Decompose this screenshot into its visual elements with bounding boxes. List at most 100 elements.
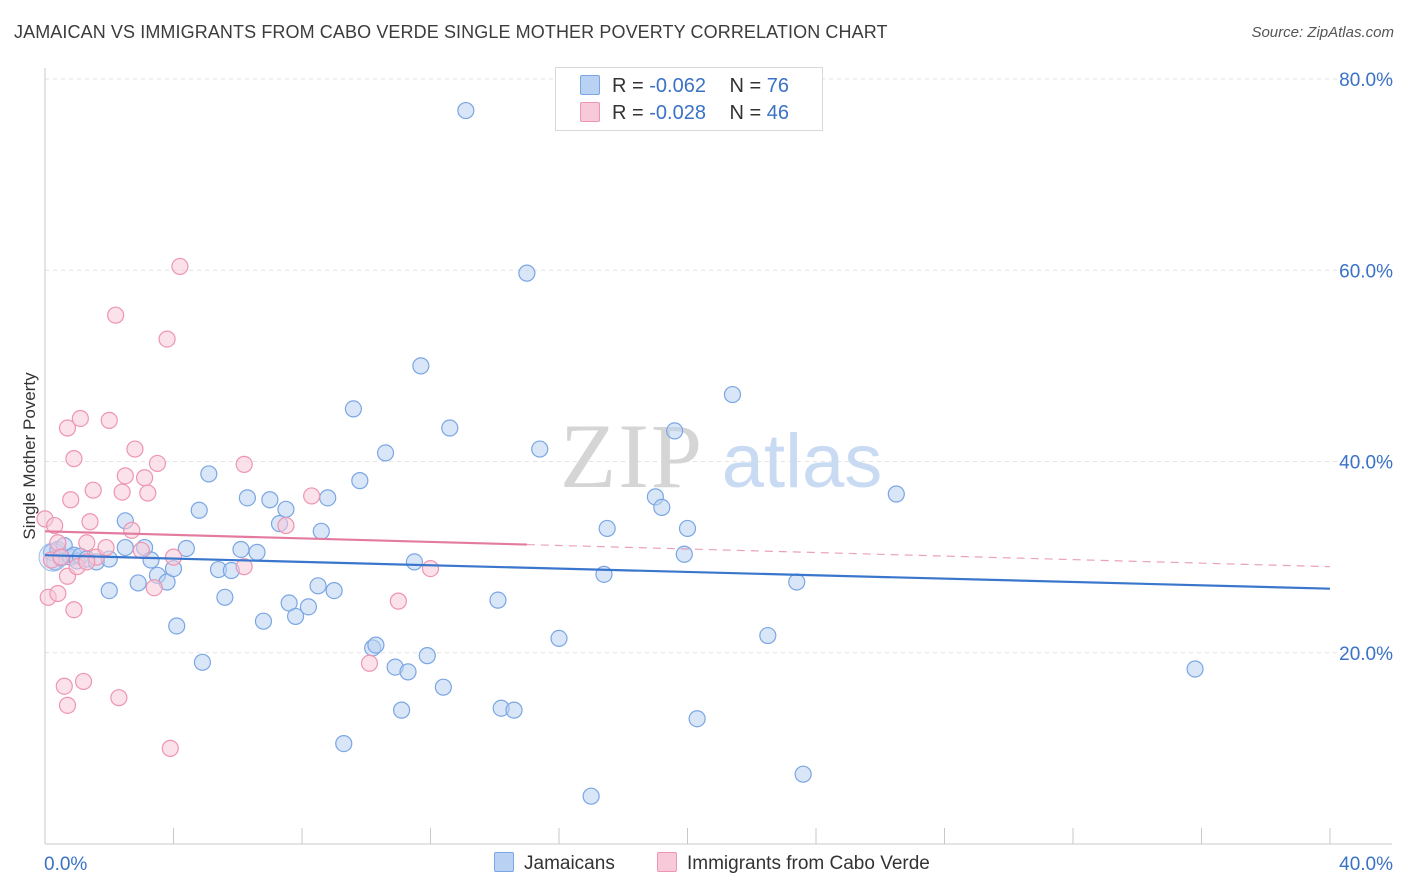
data-point [235,455,253,473]
legend-n-value-cabo-verde: 46 [766,102,790,124]
data-point [248,543,266,561]
legend-r-label: R = [612,75,644,97]
legend-r-value-jamaicans: -0.062 [649,75,706,97]
data-point [52,548,70,566]
data-point [286,607,305,626]
bottom-legend-swatch-jamaicans [494,852,514,872]
legend-swatch-jamaicans [580,75,600,95]
data-point [418,647,436,665]
data-point [158,330,176,348]
data-point [309,577,327,595]
trend-lines [44,530,1331,590]
data-point [688,710,706,728]
data-point [666,422,684,440]
data-point [171,257,189,276]
data-point [261,491,279,509]
data-point [434,678,452,696]
data-point [759,626,777,645]
data-point [123,521,141,539]
data-point [518,264,536,282]
legend-n-label: N = [729,75,762,97]
data-point [97,538,115,557]
data-point [598,519,616,538]
data-point [1186,660,1204,678]
y-tick-label: 40.0% [1339,453,1393,474]
data-point [177,539,195,558]
data-point [232,540,250,559]
data-point [299,598,318,616]
data-point [678,519,697,538]
data-point [78,553,96,571]
data-point [788,573,806,591]
data-point [325,581,343,600]
data-point [887,485,905,503]
data-point [65,450,83,468]
chart-title: JAMAICAN VS IMMIGRANTS FROM CABO VERDE S… [14,22,888,42]
data-point [399,663,417,681]
data-point [392,701,411,719]
bottom-legend-cabo-verde[interactable]: Immigrants from Cabo Verde [657,852,930,876]
data-point [238,489,256,507]
axes [44,68,1392,845]
data-point [145,579,163,597]
data-point [653,498,671,516]
data-point [49,534,67,552]
data-point [84,481,102,499]
bottom-legend-label-jamaicans: Jamaicans [524,853,615,874]
data-point [65,601,83,619]
watermark-zip: ZIP [560,405,704,507]
data-point [441,419,459,437]
data-point [148,454,167,473]
trend-line-cabo-verde [44,530,527,546]
x-tick-label: 0.0% [44,854,87,875]
data-point [126,440,144,458]
y-tick-label: 80.0% [1339,70,1393,91]
data-point [113,483,131,501]
data-point [254,612,273,630]
data-point [303,487,321,505]
data-point [376,444,395,462]
data-point [550,629,568,648]
data-point [58,696,77,714]
trend-line-jamaicans [44,554,1331,590]
legend-n-value-jamaicans: 76 [766,75,790,97]
data-point [49,584,67,603]
data-point [351,472,369,490]
tick-labels: 20.0% 40.0% 60.0% 80.0% 0.0% 40.0% [44,70,1393,875]
data-point [216,588,234,606]
data-point [489,591,507,609]
data-point [360,654,379,672]
data-point [675,545,693,563]
data-point [344,400,362,418]
data-point [457,101,475,120]
legend-row-cabo-verde: R = -0.028 N = 46 [580,102,789,126]
trend-line-cabo-verde-extrapolated [526,543,1331,568]
data-point [723,385,742,404]
watermark-atlas: atlas [722,419,883,504]
data-point [312,522,330,540]
data-point [412,357,430,375]
legend-r-label: R = [612,102,644,124]
data-point [55,677,73,695]
bottom-legend-swatch-cabo-verde [657,852,677,872]
data-point [277,500,295,518]
data-point [190,501,208,519]
legend-row-jamaicans: R = -0.062 N = 76 [580,75,789,99]
data-point [46,516,64,535]
data-point [116,467,134,485]
bottom-legend-jamaicans[interactable]: Jamaicans [494,852,615,876]
watermark: ZIP atlas [560,405,882,507]
legend-swatch-cabo-verde [580,102,600,122]
data-point [277,516,295,535]
data-point [74,672,93,691]
data-point [168,617,186,635]
data-point [81,513,99,531]
data-point [161,739,179,757]
data-point [116,538,134,557]
data-point [139,484,157,502]
data-point [505,701,523,719]
data-point [107,306,125,324]
series-cabo-verde [36,257,440,757]
data-point [132,541,150,560]
data-point [319,489,337,507]
